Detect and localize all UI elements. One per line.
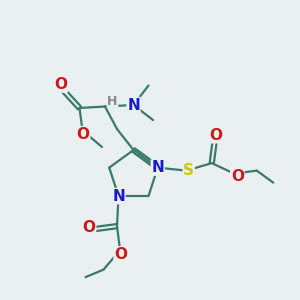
Text: O: O [231, 169, 244, 184]
Text: O: O [82, 220, 96, 235]
Text: O: O [54, 77, 67, 92]
Text: N: N [127, 98, 140, 112]
Text: N: N [112, 189, 125, 204]
Text: O: O [76, 127, 90, 142]
Text: H: H [107, 94, 118, 108]
Text: O: O [114, 247, 127, 262]
Text: N: N [152, 160, 164, 175]
Text: O: O [209, 128, 222, 143]
Text: S: S [183, 163, 194, 178]
